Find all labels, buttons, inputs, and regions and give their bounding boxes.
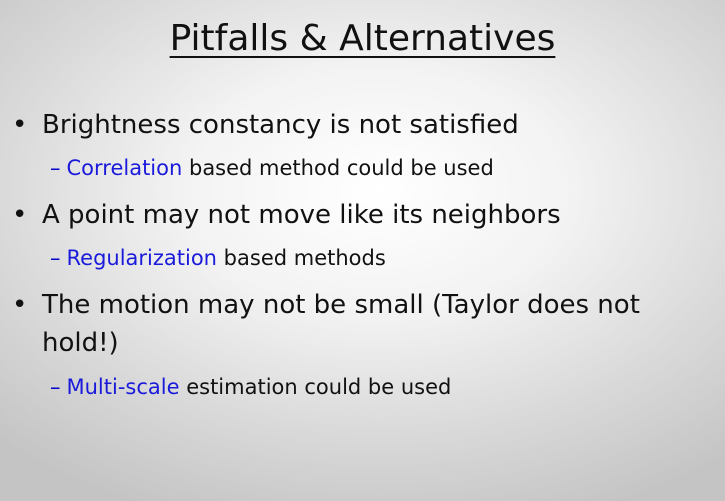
bullet-symbol: • (12, 200, 28, 230)
sub-bullet-highlight: Regularization (66, 246, 218, 270)
sub-bullet-dash: – (50, 246, 61, 270)
sub-bullet-highlight: Correlation (66, 156, 183, 180)
sub-bullet-item: – Regularization based methods (50, 243, 710, 273)
bullet-symbol: • (12, 110, 28, 140)
sub-bullet-text: estimation could be used (179, 375, 452, 399)
slide-title: Pitfalls & Alternatives (0, 14, 725, 64)
bullet-item: • Brightness constancy is not satisfied (12, 106, 702, 144)
bullet-item: • The motion may not be small (Taylor do… (12, 286, 702, 362)
sub-bullet-text: based methods (217, 246, 386, 270)
bullet-text: Brightness constancy is not satisfied (42, 110, 519, 140)
sub-bullet-highlight: Multi-scale (66, 375, 180, 399)
sub-bullet-item: – Multi-scale estimation could be used (50, 372, 710, 402)
bullet-text: A point may not move like its neighbors (42, 200, 561, 230)
bullet-item: • A point may not move like its neighbor… (12, 196, 702, 234)
sub-bullet-item: – Correlation based method could be used (50, 153, 710, 183)
slide-title-text: Pitfalls & Alternatives (169, 18, 556, 59)
bullet-symbol: • (12, 290, 28, 320)
sub-bullet-text: based method could be used (182, 156, 494, 180)
sub-bullet-dash: – (50, 156, 61, 180)
bullet-text: The motion may not be small (Taylor does… (42, 290, 640, 358)
sub-bullet-dash: – (50, 375, 61, 399)
